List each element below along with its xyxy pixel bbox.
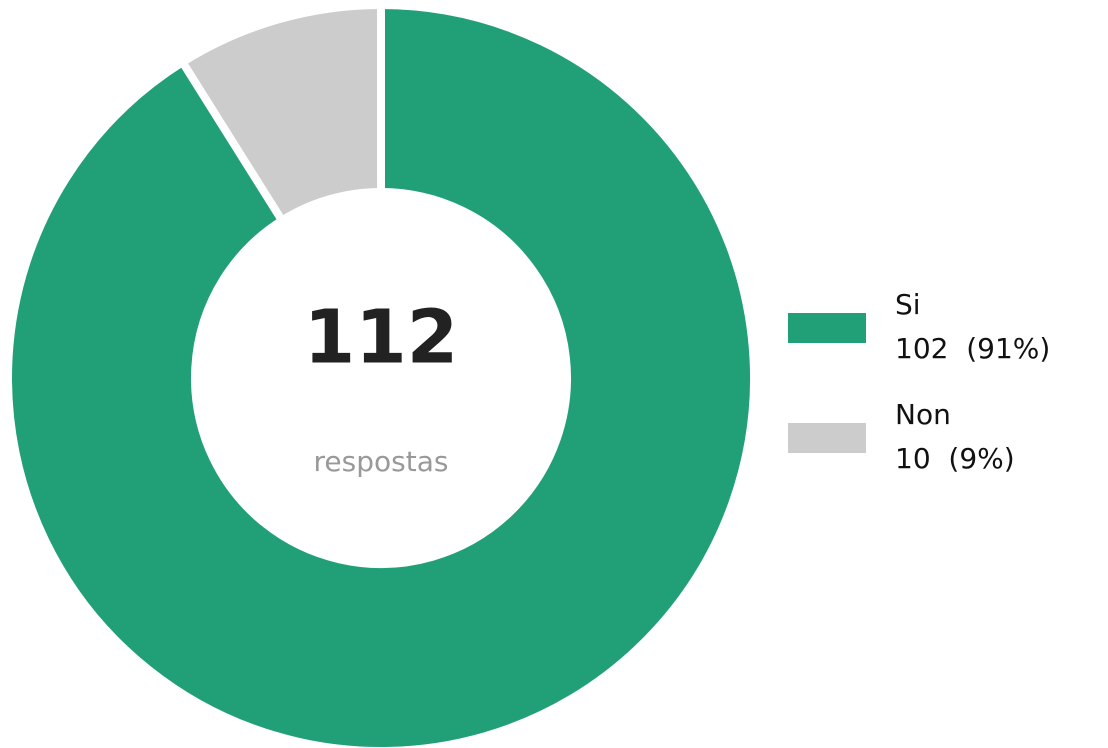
legend-label: Non (895, 398, 951, 431)
center-value: 112 (304, 295, 458, 381)
legend-label: Si (895, 288, 921, 321)
slice (4, 0, 758, 748)
legend: Si 102 (91%) Non 10 (9%) (788, 288, 1050, 475)
slice (177, 0, 385, 227)
legend-swatch (788, 313, 866, 343)
center-label: respostas (314, 445, 449, 478)
legend-value: 10 (9%) (895, 442, 1015, 475)
donut (4, 0, 758, 748)
legend-swatch (788, 423, 866, 453)
legend-value: 102 (91%) (895, 332, 1050, 365)
